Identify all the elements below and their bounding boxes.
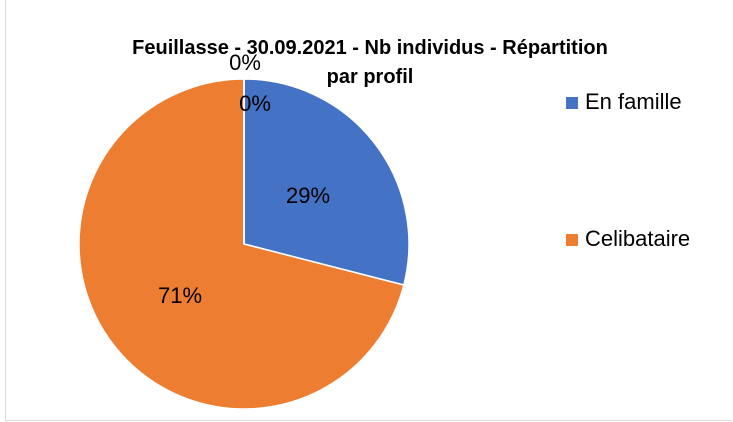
chart-title: Feuillasse - 30.09.2021 - Nb individus -…	[132, 37, 608, 88]
data-label: 29%	[286, 183, 330, 208]
legend-label: Celibataire	[585, 226, 690, 251]
legend-swatch	[566, 97, 578, 109]
chart-frame	[5, 0, 732, 421]
data-label: 0%	[229, 50, 261, 75]
pie-slice	[78, 78, 405, 410]
legend-label: En famille	[585, 89, 682, 114]
data-label: 0%	[239, 91, 271, 116]
legend-swatch	[566, 234, 578, 246]
data-label: 71%	[158, 283, 202, 308]
pie-slice	[243, 78, 410, 286]
